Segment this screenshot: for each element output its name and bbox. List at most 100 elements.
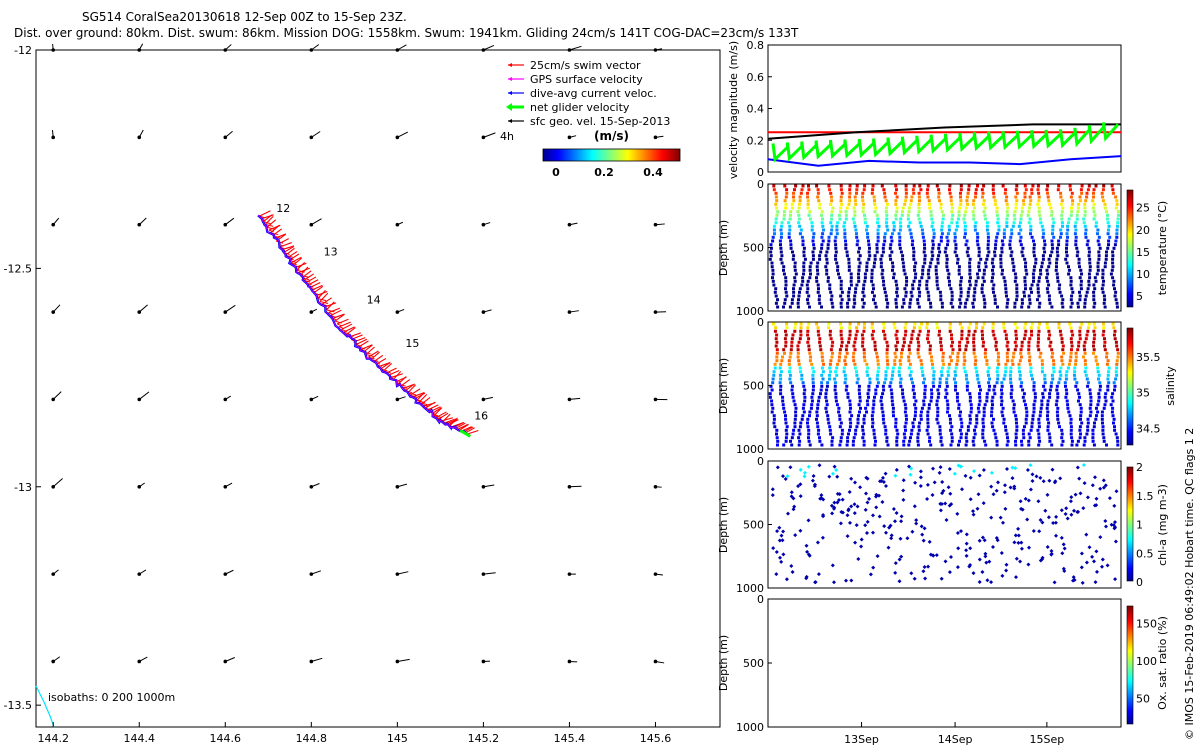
profile-point: [1088, 388, 1092, 392]
profile-point: [818, 301, 822, 305]
swim-vector: [259, 210, 271, 217]
profile-point: [884, 294, 888, 298]
profile-point: [959, 287, 963, 291]
chla-point: [931, 553, 936, 558]
profile-point: [925, 279, 929, 283]
profile-point: [862, 351, 866, 355]
profile-point: [966, 246, 970, 250]
profile-point: [982, 322, 986, 326]
chla-point: [1018, 499, 1023, 504]
profile-point: [973, 206, 976, 210]
geo-velocity-arrow-head: [567, 48, 572, 52]
profile-point: [1019, 228, 1023, 232]
profile-point: [1025, 414, 1029, 418]
profile-point: [894, 202, 898, 206]
profile-point: [1010, 384, 1014, 388]
profile-point: [1101, 195, 1105, 199]
profile-point: [1060, 340, 1064, 344]
profile-point: [1056, 276, 1060, 280]
swim-vector: [380, 361, 391, 370]
profile-point: [947, 279, 951, 283]
profile-point: [918, 326, 922, 330]
chla-point: [983, 554, 988, 559]
profile-point: [860, 333, 864, 337]
profile-point: [1085, 243, 1089, 247]
profile-point: [929, 210, 933, 214]
profile-point: [793, 425, 797, 429]
chla-point: [807, 553, 812, 558]
geo-velocity-arrow: [52, 478, 63, 488]
profile-point: [1046, 290, 1050, 294]
profile-point: [1003, 329, 1007, 333]
profile-point: [965, 377, 969, 381]
profile-point: [1074, 384, 1078, 388]
profile-point: [958, 439, 961, 443]
profile-point: [816, 432, 820, 436]
profile-point: [913, 276, 917, 280]
chla-point: [1095, 569, 1099, 574]
profile-point: [1001, 406, 1005, 410]
profile-point: [1111, 392, 1115, 396]
chla-point: [1054, 514, 1059, 519]
profile-point: [1014, 202, 1018, 206]
profile-point: [851, 443, 855, 447]
profile-point: [895, 188, 898, 192]
profile-point: [1050, 305, 1054, 309]
map-y-tick-label: -12.5: [4, 262, 32, 275]
profile-point: [857, 403, 861, 407]
profile-point: [968, 421, 972, 425]
profile-point: [1100, 410, 1104, 414]
profile-point: [810, 395, 814, 399]
profile-point: [981, 191, 985, 195]
profile-point: [809, 261, 813, 265]
profile-point: [1000, 272, 1004, 276]
profile-point: [1105, 355, 1109, 359]
geo-velocity-arrow-head: [137, 48, 142, 52]
profile-point: [826, 276, 830, 280]
profile-point: [947, 272, 951, 276]
legend-item-net: net glider velocity: [506, 101, 630, 114]
profile-point: [784, 344, 788, 348]
profile-point: [828, 377, 831, 381]
profile-point: [1103, 395, 1107, 399]
profile-point: [1047, 283, 1051, 287]
profile-point: [904, 414, 908, 418]
profile-point: [1083, 436, 1087, 440]
profile-point: [820, 351, 824, 355]
profile-point: [815, 417, 818, 421]
profile-point: [1108, 235, 1112, 239]
profile-point: [1048, 333, 1052, 337]
profile-point: [788, 305, 792, 309]
profile-point: [768, 395, 772, 399]
profile-point: [936, 388, 940, 392]
profile-point: [1052, 359, 1055, 363]
profile-point: [1115, 301, 1119, 305]
chla-point: [1013, 533, 1018, 538]
profile-point: [918, 329, 922, 333]
profile-point: [788, 366, 792, 370]
chla-point: [910, 529, 915, 534]
profile-point: [882, 329, 885, 333]
profile-point: [966, 425, 970, 429]
swim-vector: [319, 292, 329, 302]
profile-point: [996, 366, 1000, 370]
profile-point: [1087, 326, 1090, 330]
profile-point: [975, 421, 979, 425]
profile-point: [927, 199, 931, 203]
geo-velocity-arrow-head: [481, 48, 486, 52]
chla-point: [982, 538, 987, 543]
profile-point: [1082, 221, 1086, 225]
profile-point: [1094, 279, 1098, 283]
profile-point: [885, 359, 889, 363]
chla-point: [918, 469, 923, 474]
profile-point: [959, 195, 962, 199]
profile-point: [852, 298, 856, 302]
profile-point: [1025, 272, 1029, 276]
profile-point: [1116, 355, 1120, 359]
profile-point: [836, 265, 840, 269]
profile-point: [830, 344, 834, 348]
profile-point: [1045, 287, 1049, 291]
profile-point: [775, 359, 779, 363]
profile-point: [799, 228, 803, 232]
geo-velocity-arrow-head: [51, 659, 56, 664]
